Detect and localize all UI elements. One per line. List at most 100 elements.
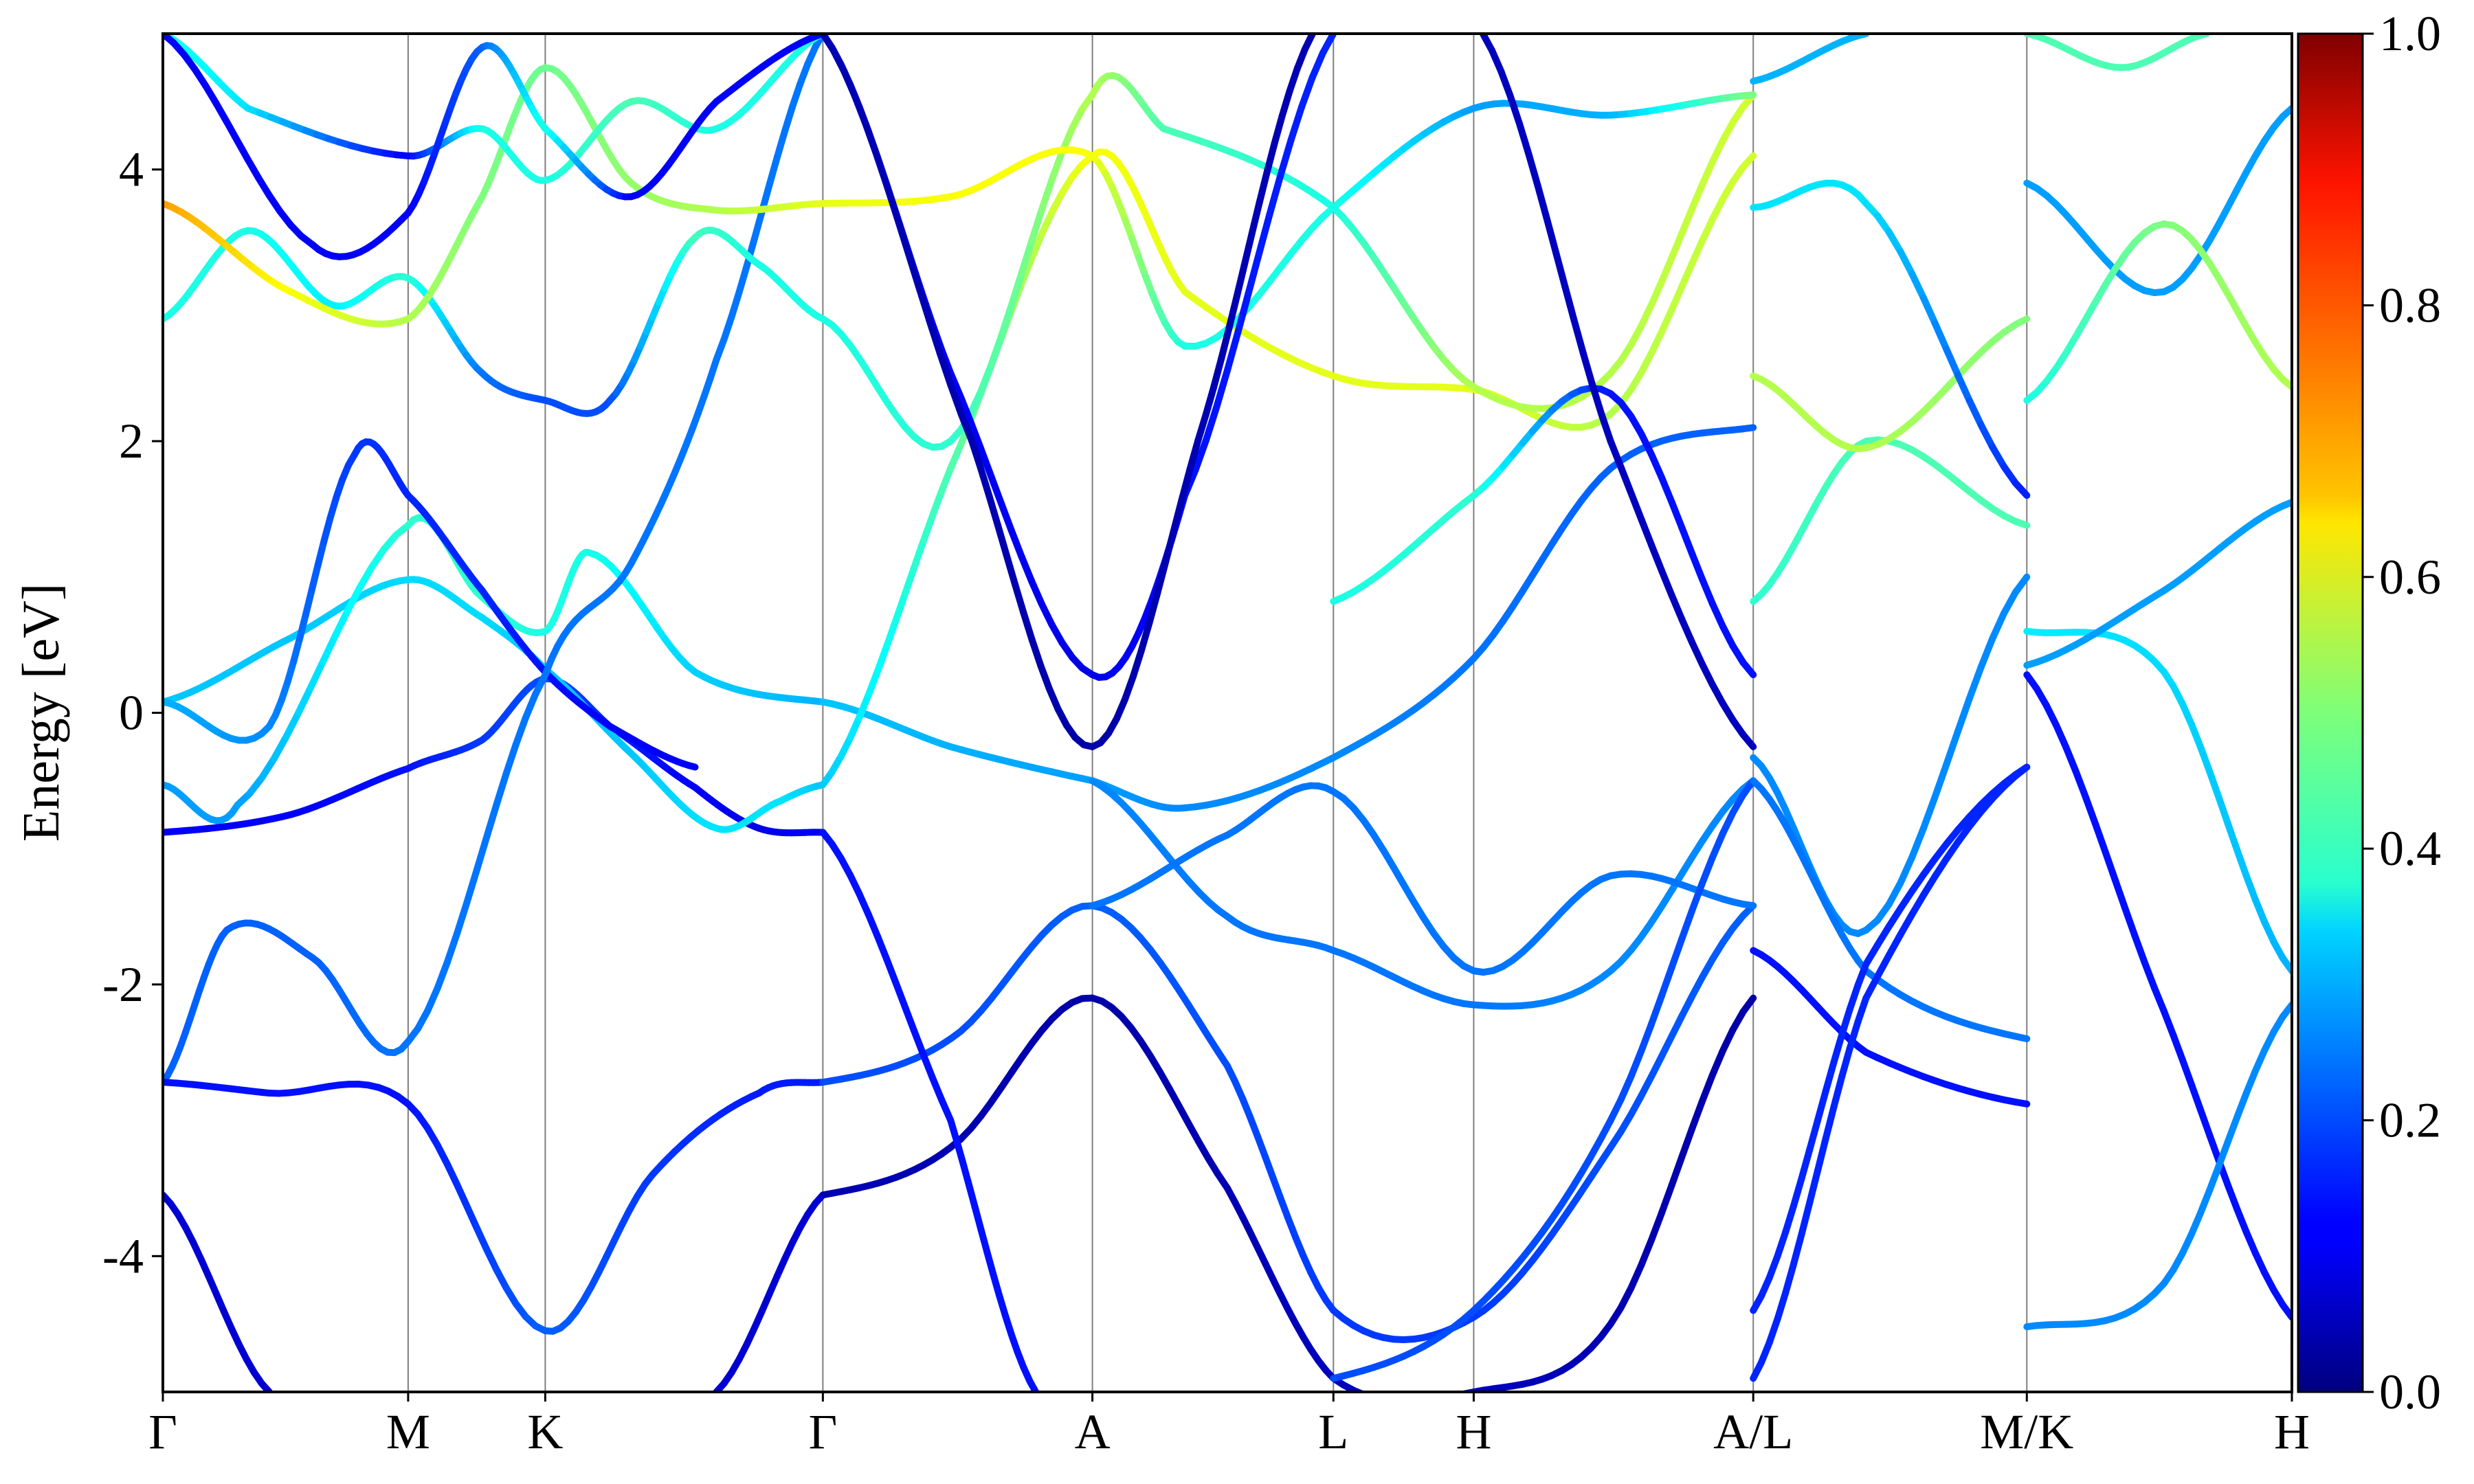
band-segment [434,958,451,992]
band-segment [947,1116,961,1145]
band-segment [1678,907,1696,943]
band-segment [1497,67,1514,100]
band-segment [344,585,363,616]
band-segment [1137,620,1153,655]
band-segment [1597,1116,1614,1143]
band-segment [2187,1081,2205,1114]
band-segment [1658,1182,1675,1217]
band-segment [983,1248,997,1278]
band-segment [1434,1397,1444,1399]
band [2023,499,2292,669]
band-segment [443,930,461,966]
band-segment [1607,1096,1625,1124]
band-segment [1739,659,1757,679]
kpath-lines [407,34,2028,1392]
band-segment [493,770,510,809]
band-segment [1627,1092,1645,1118]
band-segment [796,60,812,88]
band-segment [2251,1046,2269,1075]
band-segment [1689,1097,1706,1132]
band-segment [473,1224,490,1253]
band [819,71,1757,451]
band-segment [1806,1167,1822,1206]
band-segment [1908,891,1927,918]
band-segment [1225,294,1240,333]
band-segment [1708,681,1726,707]
band-segment [997,499,1015,534]
band-segment [1045,685,1062,712]
band-segment [1383,1399,1394,1401]
band-segment [2279,104,2292,120]
band-segment [892,979,909,1011]
band-segment [443,1160,461,1189]
band-segment [1699,576,1716,607]
band-segment [2242,1228,2259,1257]
band-segment [2233,846,2250,879]
band-segment [911,1027,927,1058]
band [819,994,1757,1401]
band-segment [2072,767,2089,801]
band-segment [928,1074,945,1103]
band-segment [957,410,976,445]
band-segment [1263,139,1278,177]
band-segment [1007,526,1025,560]
band-segment [1617,1284,1635,1312]
band-segment [988,333,1005,369]
band-segment [1026,1377,1040,1392]
colorbar-tick-label: 0.4 [2379,821,2441,876]
band-segment [847,714,863,741]
band-segment [1456,1390,1467,1392]
band-segment [728,289,743,320]
band-segment [1699,853,1716,887]
band-segment [1647,1053,1665,1080]
band-segment [326,494,340,522]
band-segment [947,370,964,401]
band-segment [1647,328,1665,357]
band-segment [1790,824,1805,851]
band-segment [1048,190,1066,216]
band [163,1079,827,1335]
band-segment [1658,964,1675,1000]
band-segment [2242,872,2259,903]
band-segment [1256,169,1271,207]
band-segment [1708,137,1726,166]
band-segment [1908,270,1927,302]
band-segment [766,153,781,188]
band-segment [1931,855,1950,880]
band-segment [1790,1175,1805,1210]
band-segment [290,635,304,665]
band-segment [1627,1261,1645,1292]
band-segment [1579,350,1596,388]
band-segment [847,871,863,898]
band-segment [1638,1237,1655,1269]
band-segment [865,911,882,941]
band-segment [1689,550,1706,583]
band-segment [1638,430,1655,458]
band [2023,104,2292,297]
band-segment [883,956,900,987]
band-segment [1506,92,1523,127]
band-segment [1874,952,1893,980]
band-segment [1129,647,1145,681]
band-segment [1240,231,1256,270]
band-segment [856,691,872,721]
band-segment [2011,573,2031,596]
band-segment [1028,577,1045,608]
x-tick-label: M/K [1980,1404,2073,1459]
band-segment [1284,1214,1300,1241]
band-segment [1838,1005,1853,1038]
band-segment [2092,820,2109,855]
band-segment [1708,830,1726,861]
band-segment [1862,973,1882,1002]
band-segment [212,100,230,126]
band-segment [2178,1230,2195,1257]
y-tick-label: -2 [102,957,144,1012]
colorbar-tick-label: 1.0 [2379,6,2441,61]
band-segment [1798,1146,1814,1182]
band-segment [1170,496,1185,535]
band-segment [1739,424,1757,433]
band-segment [234,137,252,164]
band-segment [1414,1400,1424,1401]
band [1750,947,2031,1108]
band-segment [1689,974,1706,1000]
